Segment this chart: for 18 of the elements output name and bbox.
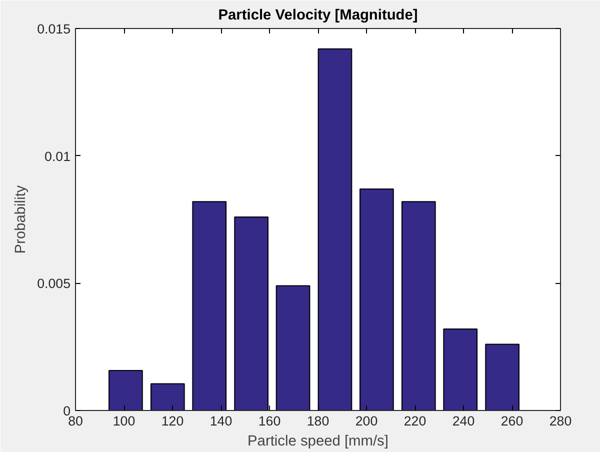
x-tick-label: 140 — [210, 414, 232, 428]
x-tick-label: 80 — [68, 414, 83, 428]
x-tick-label: 260 — [500, 414, 524, 428]
y-axis-title: Probability — [13, 184, 30, 254]
x-tick-label: 180 — [306, 414, 330, 428]
y-tick-label: 0.005 — [37, 276, 71, 292]
bar — [276, 285, 310, 410]
x-tick-label: 200 — [355, 414, 378, 428]
y-tick-label: 0.015 — [37, 22, 71, 36]
x-tick-label: 120 — [161, 414, 184, 428]
chart-title: Particle Velocity [Magnitude] — [218, 8, 418, 24]
x-tick-label: 240 — [452, 414, 475, 428]
x-tick-label: 160 — [258, 414, 281, 428]
x-tick-label: 100 — [112, 414, 136, 428]
x-axis-title: Particle speed [mm/s] — [248, 434, 388, 450]
y-tick-label: 0.01 — [44, 148, 71, 164]
x-tick-label: 280 — [549, 414, 572, 428]
x-tick-label: 220 — [404, 414, 426, 428]
